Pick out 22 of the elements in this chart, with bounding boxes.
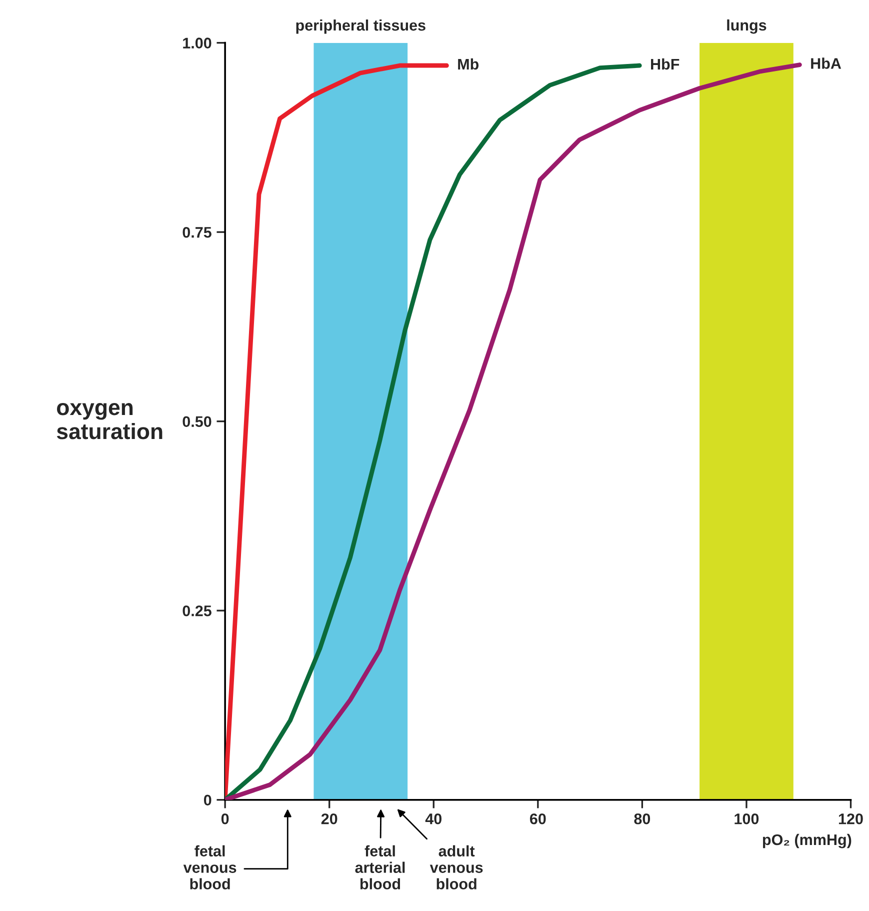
y-tick-label: 0.25 bbox=[182, 605, 212, 616]
y-tick-label: 0.75 bbox=[182, 226, 212, 238]
x-tick-label: 120 bbox=[838, 813, 863, 824]
band-label: lungs bbox=[727, 19, 766, 34]
series-label: Mb bbox=[458, 58, 479, 70]
x-axis-title: pO₂ (mmHg) bbox=[762, 834, 852, 848]
x-tick-label: 40 bbox=[425, 813, 442, 824]
y-tick-label: 0 bbox=[204, 794, 212, 806]
x-tick-label: 100 bbox=[734, 813, 759, 824]
text: fetal venous blood bbox=[183, 845, 236, 890]
y-tick-label: 0.50 bbox=[182, 416, 212, 428]
x-tick-label: 60 bbox=[530, 813, 546, 824]
y-axis-title: oxygen saturation bbox=[56, 403, 162, 440]
series-label: HbF bbox=[651, 58, 680, 70]
x-tick-label: 80 bbox=[634, 813, 650, 824]
x-tick-label: 0 bbox=[221, 813, 229, 824]
text: fetal arterial blood bbox=[355, 845, 405, 890]
band-label: peripheral tissues bbox=[296, 19, 426, 34]
text: adult venous blood bbox=[430, 845, 483, 890]
x-tick-label: 20 bbox=[321, 813, 338, 824]
series-label: HbA bbox=[811, 58, 842, 69]
y-tick-label: 1.00 bbox=[183, 38, 212, 49]
